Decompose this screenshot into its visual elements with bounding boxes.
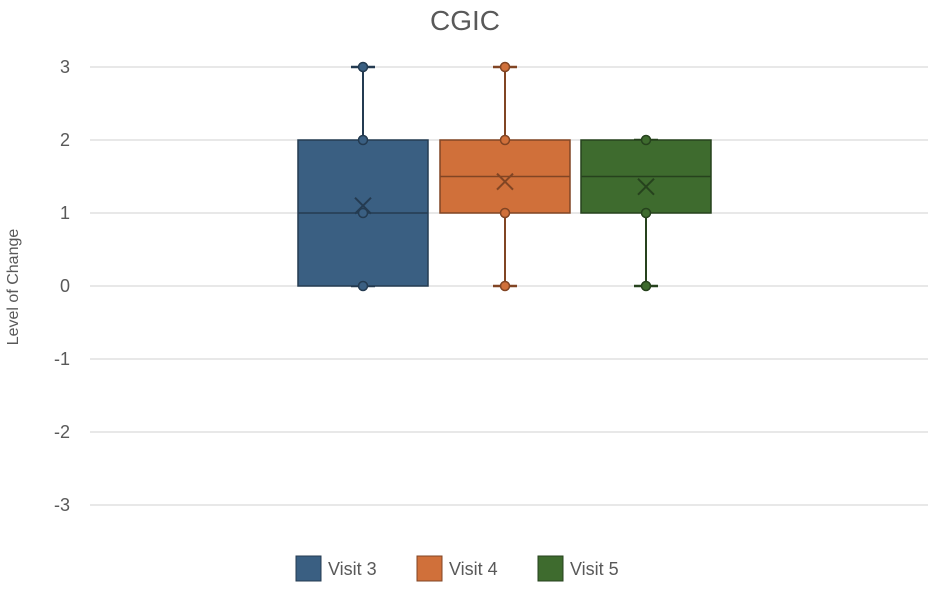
mean-marker	[354, 196, 372, 215]
legend-item-visit-5: Visit 5	[537, 555, 619, 582]
data-point	[357, 61, 369, 73]
data-point	[640, 280, 652, 292]
y-tick-label: 2	[60, 130, 70, 150]
y-tick-label: 3	[60, 57, 70, 77]
box-visit-5	[580, 134, 712, 292]
data-point	[499, 134, 511, 146]
legend: Visit 3 Visit 4 Visit 5	[295, 555, 619, 582]
mean-marker	[637, 178, 655, 196]
y-axis-ticks: -3 -2 -1 0 1 2 3	[54, 57, 70, 515]
y-tick-label: 1	[60, 203, 70, 223]
y-tick-label: -3	[54, 495, 70, 515]
chart-title: CGIC	[430, 5, 500, 36]
legend-label: Visit 4	[449, 559, 498, 579]
y-tick-label: -1	[54, 349, 70, 369]
box-visit-4	[439, 61, 571, 292]
legend-label: Visit 5	[570, 559, 619, 579]
legend-item-visit-3: Visit 3	[295, 555, 377, 582]
box-layer	[297, 61, 712, 292]
data-point	[357, 207, 369, 219]
data-point	[499, 207, 511, 219]
data-point	[640, 207, 652, 219]
data-point	[499, 61, 511, 73]
mean-marker	[496, 172, 514, 191]
data-point	[499, 280, 511, 292]
data-point	[357, 280, 369, 292]
legend-swatch	[537, 555, 564, 582]
legend-swatch	[295, 555, 322, 582]
legend-swatch	[416, 555, 443, 582]
y-axis-title: Level of Change	[5, 229, 22, 346]
box-visit-3	[297, 61, 429, 292]
legend-label: Visit 3	[328, 559, 377, 579]
data-point	[357, 134, 369, 146]
y-tick-label: 0	[60, 276, 70, 296]
legend-item-visit-4: Visit 4	[416, 555, 498, 582]
data-point	[640, 134, 652, 146]
y-tick-label: -2	[54, 422, 70, 442]
